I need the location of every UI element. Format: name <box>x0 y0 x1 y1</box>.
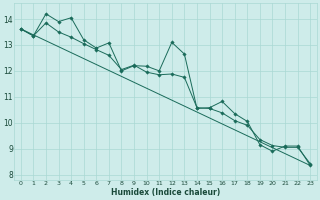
X-axis label: Humidex (Indice chaleur): Humidex (Indice chaleur) <box>111 188 220 197</box>
